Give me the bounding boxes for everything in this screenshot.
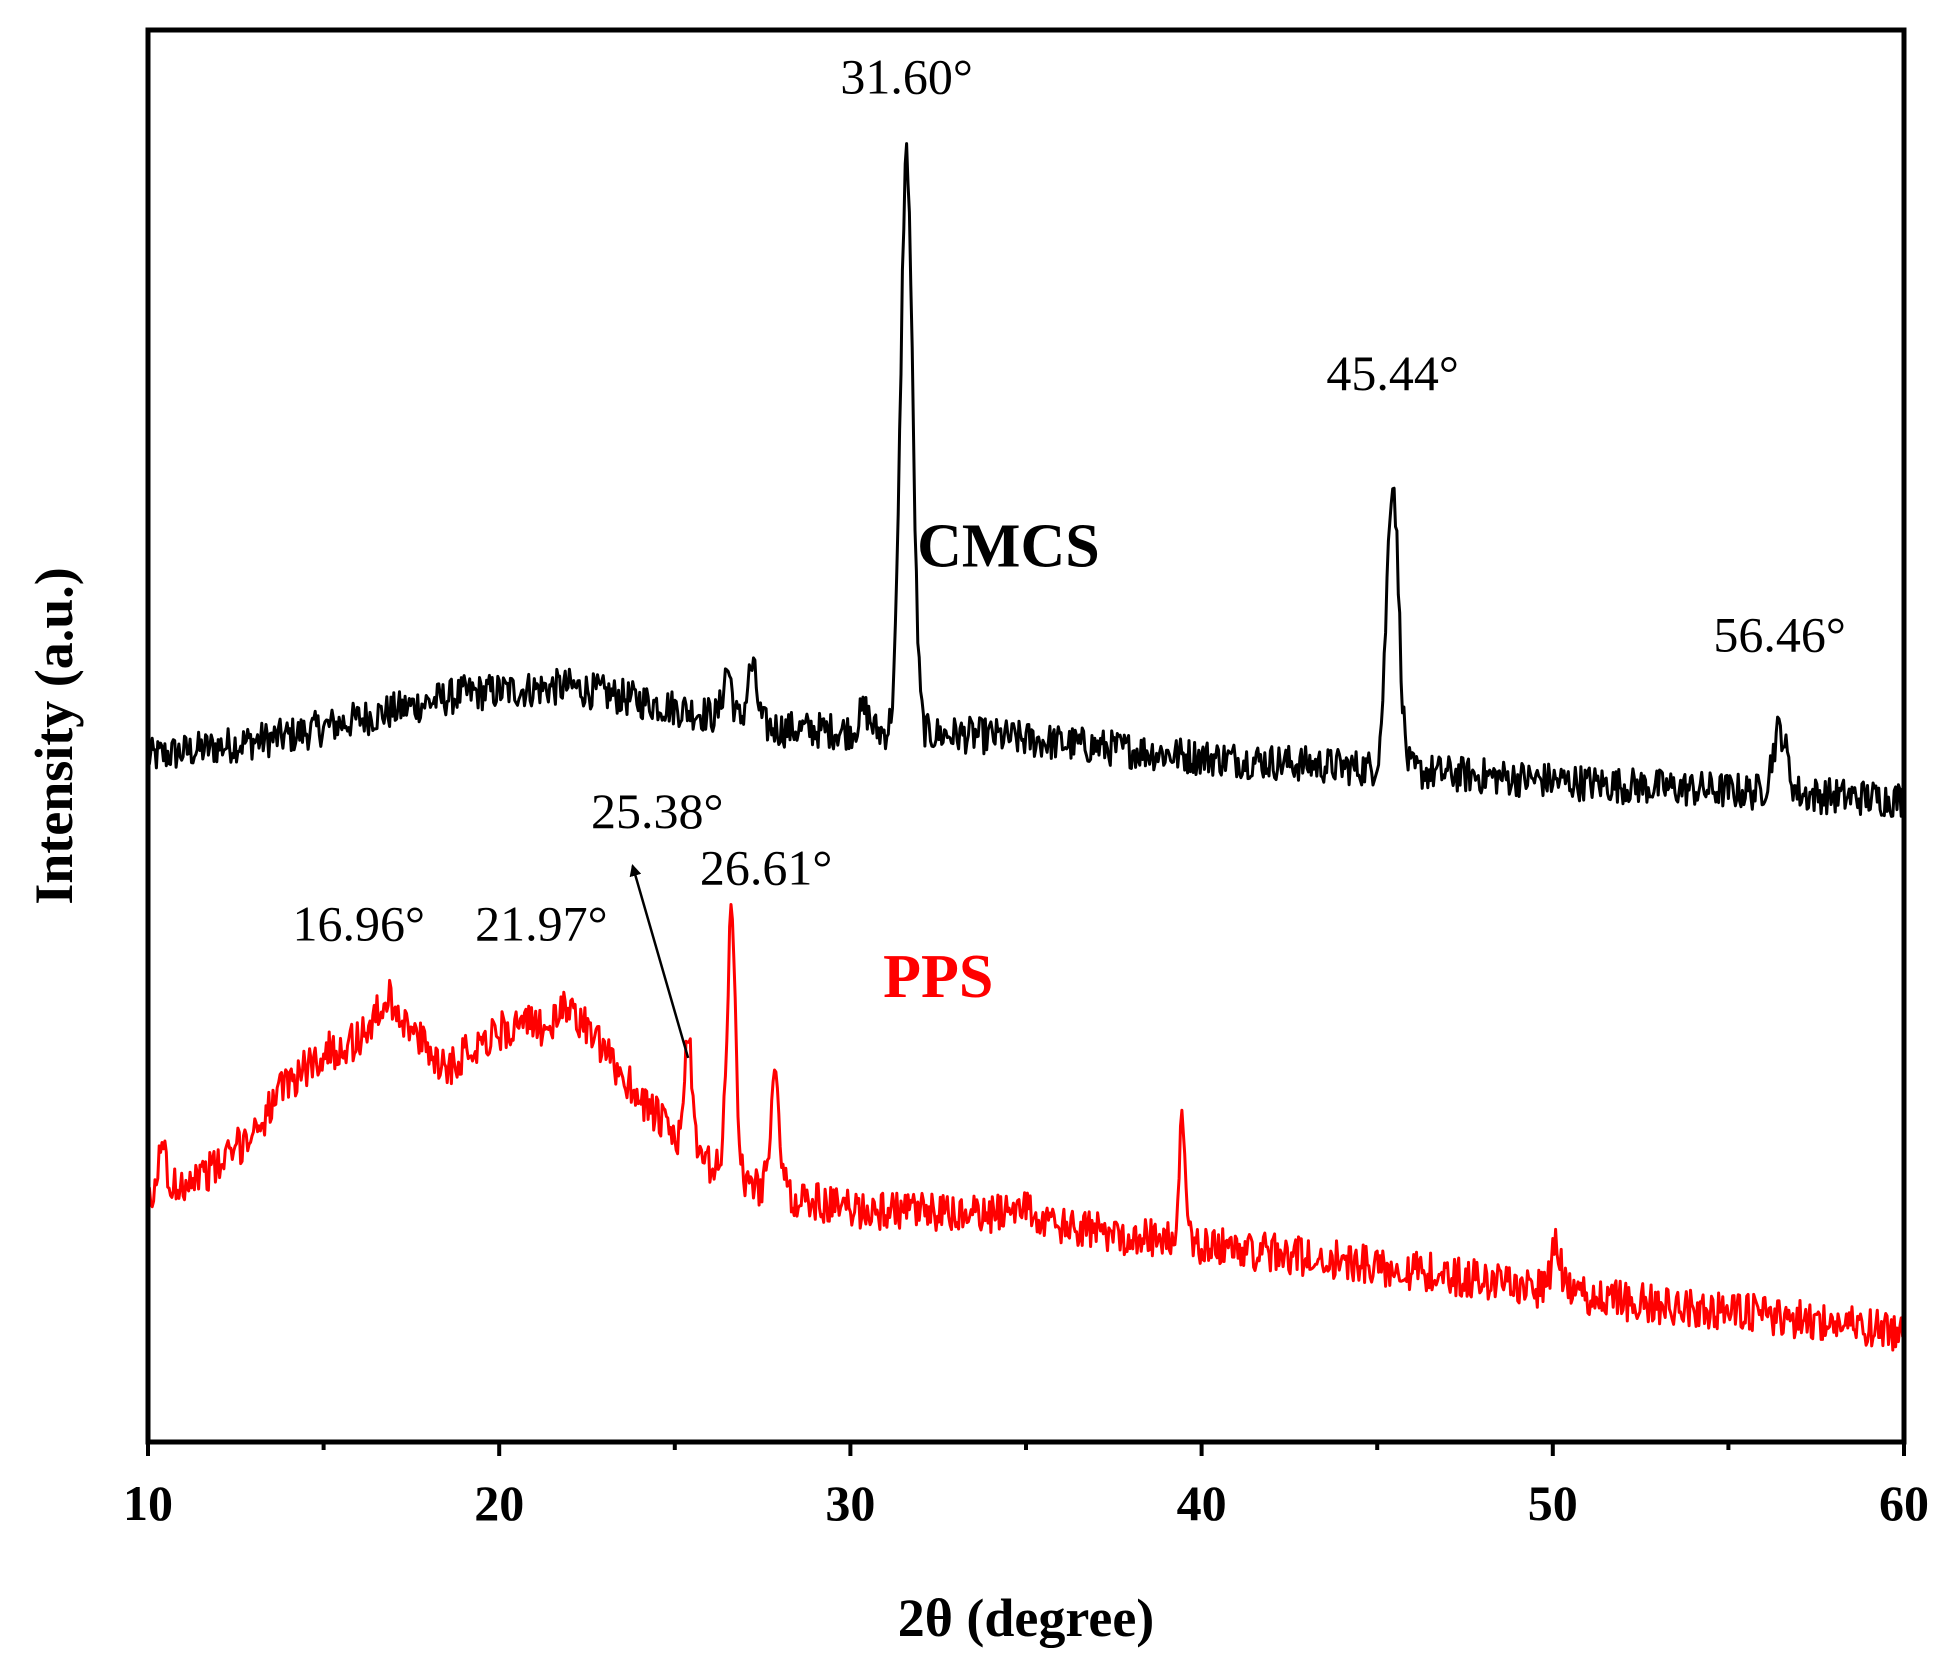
series-line-pps — [146, 903, 1906, 1352]
peak-label: 45.44° — [1326, 345, 1459, 401]
x-axis-title: 2θ (degree) — [898, 1588, 1155, 1648]
x-tick-label-20: 20 — [474, 1475, 524, 1531]
series-label-pps: PPS — [883, 943, 993, 1011]
x-tick-label-40: 40 — [1177, 1475, 1227, 1531]
annotation-arrow — [629, 863, 690, 1059]
x-tick-label-60: 60 — [1879, 1475, 1929, 1531]
x-ticks: 10 20 30 40 50 60 — [123, 1442, 1929, 1531]
annotations: 31.60° 45.44° 56.46° 25.38°26.61° 16.96° 21.9… — [292, 49, 1846, 1059]
peak-label: 16.96° — [292, 896, 425, 952]
y-axis-title: Intensity (a.u.) — [24, 567, 84, 905]
plot-lines — [146, 142, 1906, 1352]
series-line-cmcs — [146, 142, 1906, 818]
series-label-cmcs: CMCS — [917, 513, 1100, 581]
peak-label: 26.61° — [700, 839, 833, 895]
x-tick-label-30: 30 — [825, 1475, 875, 1531]
peak-label: 56.46° — [1713, 606, 1846, 662]
x-tick-label-10: 10 — [123, 1475, 173, 1531]
x-tick-label-50: 50 — [1528, 1475, 1578, 1531]
peak-label: 25.38° — [591, 783, 724, 839]
peak-label: 21.97° — [475, 896, 608, 952]
peak-label: 31.60° — [840, 49, 973, 105]
